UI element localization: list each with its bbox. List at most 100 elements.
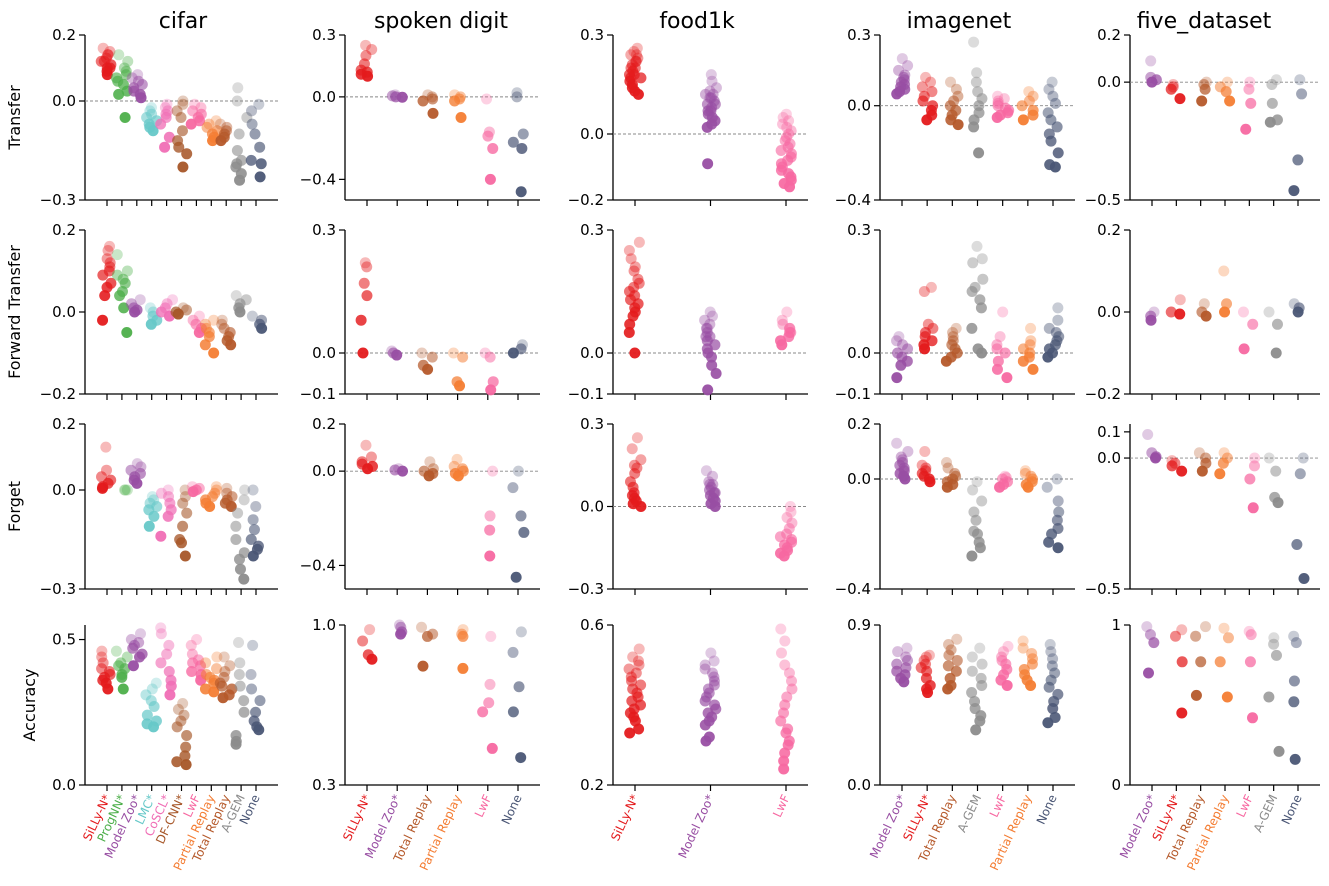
data-point-partial-replay — [452, 470, 464, 482]
data-point-silly-n — [365, 451, 377, 463]
data-point-a-gem — [1266, 97, 1278, 109]
data-point-none — [1045, 114, 1057, 126]
data-point-none — [507, 347, 519, 359]
data-point-partial-replay — [1214, 656, 1226, 668]
data-point-total-replay — [1196, 95, 1208, 107]
data-point-silly-n — [917, 95, 929, 107]
data-point-df-cnn — [172, 308, 184, 320]
data-point-lwf — [484, 510, 496, 522]
data-point-silly-n — [366, 43, 378, 55]
data-point-none — [254, 171, 266, 183]
data-point-a-gem — [232, 82, 244, 94]
data-point-total-replay — [216, 680, 228, 692]
x-tick-label-lwf: LwF — [770, 792, 793, 819]
data-point-partial-replay — [1017, 114, 1029, 126]
data-point-silly-n — [100, 441, 112, 453]
data-point-model-zoo — [134, 294, 146, 306]
data-point-none — [1052, 542, 1064, 554]
data-point-silly-n — [1176, 465, 1188, 477]
data-point-partial-replay — [1218, 622, 1230, 634]
data-point-silly-n — [1176, 707, 1188, 719]
data-point-total-replay — [426, 351, 438, 363]
data-point-silly-n — [1165, 306, 1177, 318]
data-point-none — [1047, 703, 1059, 715]
data-point-silly-n — [623, 327, 635, 338]
data-point-prognn — [112, 75, 124, 87]
data-point-total-replay — [942, 462, 954, 474]
data-point-lwf — [1247, 712, 1259, 724]
data-point-a-gem — [238, 573, 250, 585]
data-point-total-replay — [1190, 689, 1202, 701]
data-point-model-zoo — [126, 72, 138, 84]
data-point-model-zoo — [896, 53, 908, 65]
y-tick-label: 0.0 — [312, 88, 336, 106]
x-tick-label-lwf: LwF — [1233, 792, 1256, 819]
data-point-prognn — [119, 484, 131, 496]
data-point-prognn — [120, 69, 132, 81]
data-point-lwf — [781, 121, 793, 133]
data-point-model-zoo — [899, 473, 911, 485]
data-point-silly-n — [366, 653, 378, 665]
data-point-a-gem — [970, 514, 982, 526]
data-point-silly-n — [919, 343, 931, 355]
data-point-a-gem — [1263, 691, 1275, 703]
data-point-a-gem — [1270, 649, 1282, 661]
y-tick-label: 0.3 — [847, 221, 871, 239]
data-point-silly-n — [623, 69, 635, 81]
data-point-partial-replay — [1217, 457, 1229, 469]
data-point-model-zoo — [891, 335, 903, 347]
data-point-prognn — [121, 327, 133, 338]
data-point-model-zoo — [891, 372, 903, 384]
data-point-partial-replay — [1025, 679, 1037, 691]
data-point-lwf — [783, 667, 795, 679]
data-point-silly-n — [355, 314, 367, 326]
data-point-none — [251, 543, 263, 555]
y-tick-label: 0.0 — [580, 498, 604, 516]
data-point-silly-n — [96, 482, 108, 494]
data-point-coscl — [155, 530, 167, 542]
data-point-a-gem — [238, 706, 250, 718]
data-point-model-zoo — [1146, 76, 1158, 88]
data-point-df-cnn — [177, 497, 189, 509]
data-point-none — [1046, 76, 1058, 88]
data-point-lwf — [1238, 343, 1250, 355]
subplot-r2-2-4: 0.1 0.0 −0.5 — [1085, 423, 1320, 598]
data-point-coscl — [163, 131, 175, 143]
data-point-none — [517, 128, 529, 140]
data-point-a-gem — [1264, 116, 1276, 128]
y-tick-label: −0.2 — [40, 385, 76, 403]
data-point-silly-n — [1170, 630, 1182, 642]
data-point-a-gem — [966, 322, 978, 334]
data-point-silly-n — [97, 314, 109, 326]
data-point-lwf — [775, 145, 787, 156]
y-tick-label: 1 — [1111, 616, 1121, 634]
data-point-lwf — [484, 678, 496, 690]
data-point-silly-n — [97, 42, 109, 54]
subplot-r2-2-1: 0.2 0.0 −0.4 — [300, 415, 540, 595]
data-point-partial-replay — [1027, 363, 1039, 375]
data-point-model-zoo — [391, 349, 403, 361]
data-point-lwf — [195, 660, 207, 672]
data-point-partial-replay — [208, 686, 220, 698]
data-point-none — [246, 118, 258, 130]
data-point-silly-n — [629, 347, 641, 359]
data-point-partial-replay — [1221, 298, 1233, 310]
data-point-none — [1288, 185, 1300, 197]
data-point-coscl — [155, 306, 167, 318]
data-point-none — [1288, 696, 1300, 708]
data-point-none — [249, 128, 261, 140]
data-point-prognn — [121, 651, 133, 663]
data-point-df-cnn — [181, 507, 193, 519]
y-tick-label: 0.0 — [312, 462, 336, 480]
data-point-a-gem — [966, 665, 978, 677]
data-point-a-gem — [238, 695, 250, 707]
data-point-silly-n — [624, 727, 636, 739]
data-point-model-zoo — [892, 646, 904, 658]
data-point-none — [1291, 538, 1303, 550]
y-tick-label: 0.2 — [847, 415, 871, 433]
data-point-none — [1290, 637, 1302, 649]
data-point-model-zoo — [1150, 452, 1162, 464]
data-point-a-gem — [977, 273, 989, 285]
